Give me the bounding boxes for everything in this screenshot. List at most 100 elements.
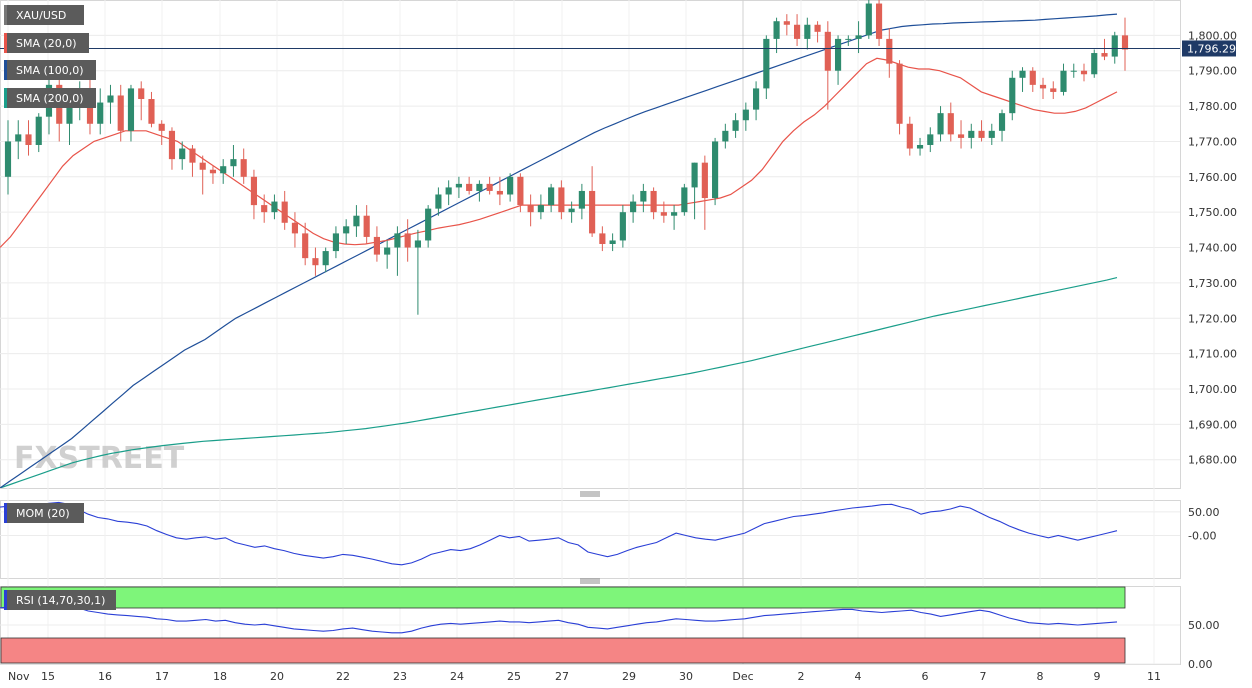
candle <box>701 155 708 230</box>
y-tick-label: 1,770.00 <box>1188 135 1237 148</box>
candle <box>507 173 514 202</box>
candle <box>558 180 565 220</box>
candle <box>875 0 883 46</box>
rsi-tick-label: 50.00 <box>1188 619 1220 632</box>
mom-label: MOM (20) <box>16 507 70 520</box>
candle <box>937 106 944 142</box>
candle <box>742 102 749 131</box>
rsi-label: RSI (14,70,30,1) <box>16 594 105 607</box>
legend-symbol[interactable]: XAU/USD <box>4 5 84 25</box>
x-tick-label: 20 <box>270 670 284 683</box>
y-tick-label: 1,750.00 <box>1188 206 1237 219</box>
y-tick-label: 1,760.00 <box>1188 171 1237 184</box>
candle <box>568 201 575 223</box>
candle <box>845 35 852 46</box>
panel-splitter-1[interactable] <box>580 491 600 497</box>
y-tick-label: 1,690.00 <box>1188 418 1237 431</box>
candle <box>619 205 626 248</box>
x-tick-label: Dec <box>732 670 753 683</box>
candle <box>957 120 965 149</box>
candle <box>1009 70 1016 121</box>
candle <box>712 137 719 206</box>
candle <box>998 109 1006 142</box>
candle <box>271 194 278 220</box>
rsi-series-line <box>0 602 1118 634</box>
candle <box>250 169 258 220</box>
candle <box>630 194 637 223</box>
x-tick-label: 17 <box>155 670 169 683</box>
sma20-label: SMA (20,0) <box>16 37 77 50</box>
candle <box>455 176 462 199</box>
legend-sma200[interactable]: SMA (200,0) <box>4 88 96 108</box>
candle <box>548 183 555 213</box>
candle <box>1121 17 1129 71</box>
candle <box>332 226 340 259</box>
x-tick-label: 18 <box>213 670 227 683</box>
candle <box>148 91 155 128</box>
candle <box>261 194 268 223</box>
candle <box>947 102 954 142</box>
candle <box>763 35 770 100</box>
sma100-line <box>0 13 1118 488</box>
candle <box>1060 63 1067 96</box>
candle <box>363 205 370 244</box>
x-tick-label: 2 <box>798 670 805 683</box>
rsi-bands <box>0 586 1126 664</box>
y-tick-label: 1,680.00 <box>1188 454 1237 467</box>
candle <box>650 187 657 220</box>
candle <box>199 155 206 195</box>
x-tick-label: 27 <box>555 670 569 683</box>
candle <box>978 120 985 142</box>
candle <box>4 120 12 195</box>
x-axis-labels: Nov 15 16 17 18 20 22 23 24 25 27 29 30 Dec 2 4 6 7 8 9 11 <box>8 670 1161 683</box>
x-tick-label: 11 <box>1147 670 1161 683</box>
mom-tick-label: -0.00 <box>1188 529 1216 542</box>
candle <box>824 21 831 110</box>
x-tick-label: 22 <box>336 670 350 683</box>
x-tick-label: 25 <box>507 670 521 683</box>
candle <box>804 17 811 50</box>
candle <box>404 219 411 262</box>
legend-sma100[interactable]: SMA (100,0) <box>4 60 96 80</box>
candle <box>886 28 893 78</box>
candle <box>35 113 42 153</box>
candle <box>373 226 380 262</box>
candle <box>537 194 544 220</box>
legend-sma20[interactable]: SMA (20,0) <box>4 33 89 53</box>
x-tick-label: 15 <box>41 670 55 683</box>
y-tick-label: 1,740.00 <box>1188 242 1237 255</box>
candle <box>906 116 913 156</box>
panel-splitter-2[interactable] <box>580 578 600 584</box>
candlesticks <box>4 0 1129 315</box>
candle <box>691 162 698 220</box>
candle <box>865 0 872 39</box>
candle <box>660 201 667 223</box>
candle <box>445 180 452 206</box>
legend-rsi[interactable]: RSI (14,70,30,1) <box>4 590 116 610</box>
legend-mom[interactable]: MOM (20) <box>4 503 84 523</box>
x-tick-label: Nov <box>8 670 30 683</box>
candle <box>435 187 442 216</box>
candle <box>1080 63 1088 82</box>
candle <box>384 240 391 269</box>
candle <box>1070 63 1077 78</box>
sma200-line <box>0 277 1118 488</box>
mom-series-line <box>0 501 1118 566</box>
candle <box>793 14 801 46</box>
y-tick-label: 1,780.00 <box>1188 100 1237 113</box>
candle <box>414 229 421 315</box>
candle <box>312 247 319 276</box>
candle <box>117 84 124 142</box>
candle <box>209 166 217 184</box>
candle <box>466 176 473 195</box>
candle <box>425 205 432 248</box>
candle <box>896 60 903 135</box>
candle <box>671 205 678 230</box>
candle <box>1101 38 1108 61</box>
candle <box>240 148 247 184</box>
candle <box>496 176 503 206</box>
rsi-oversold-band <box>0 637 1126 664</box>
candle <box>189 144 196 177</box>
candle <box>15 120 22 160</box>
